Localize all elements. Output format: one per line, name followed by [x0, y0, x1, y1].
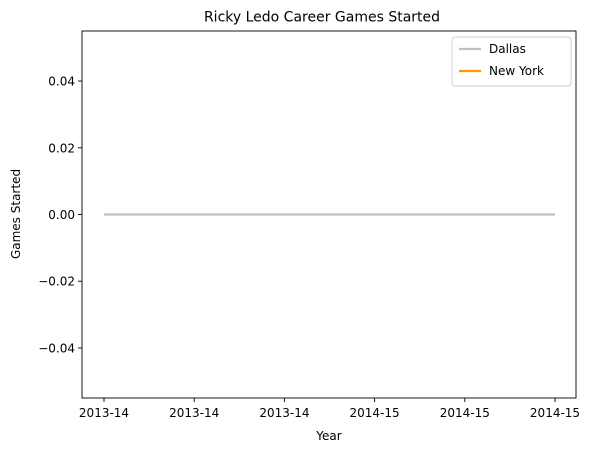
plot-frame: [81, 30, 577, 399]
y-tick-label: 0.00: [48, 208, 75, 222]
y-tick-label: −0.02: [38, 275, 75, 289]
x-tick-label: 2014-15: [530, 406, 580, 420]
x-tick-label: 2013-14: [79, 406, 129, 420]
x-tick-label: 2014-15: [350, 406, 400, 420]
x-tick-label: 2014-15: [440, 406, 490, 420]
legend-label-new-york: New York: [489, 64, 544, 78]
y-axis-label: Games Started: [9, 169, 23, 259]
legend-label-dallas: Dallas: [489, 42, 526, 56]
x-axis: 2013-14 2013-14 2013-14 2014-15 2014-15 2014-…: [79, 398, 580, 420]
y-tick-label: −0.04: [38, 341, 75, 355]
y-axis: −0.04 −0.02 0.00 0.02 0.04: [38, 75, 82, 355]
x-tick-label: 2013-14: [169, 406, 219, 420]
y-tick-label: 0.04: [48, 75, 75, 89]
x-tick-label: 2013-14: [259, 406, 309, 420]
legend: Dallas New York: [451, 36, 572, 87]
chart-title: Ricky Ledo Career Games Started: [204, 10, 440, 26]
legend-box: [451, 36, 572, 87]
y-tick-label: 0.02: [48, 141, 75, 155]
x-axis-label: Year: [315, 429, 341, 443]
